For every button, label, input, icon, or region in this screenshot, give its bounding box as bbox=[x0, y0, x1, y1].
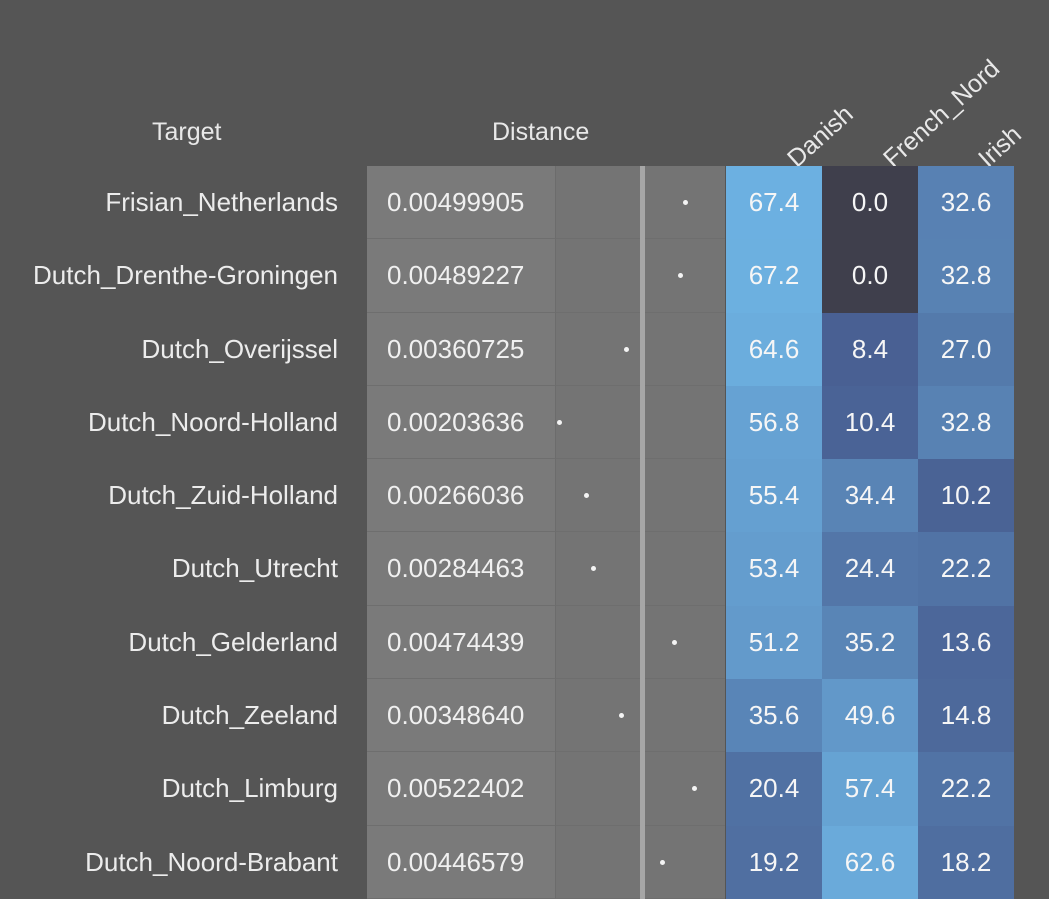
heat-cell-french-nord: 8.4 bbox=[822, 312, 918, 386]
heat-cell-danish: 51.2 bbox=[726, 605, 822, 680]
distance-value: 0.00474439 bbox=[387, 626, 525, 657]
distance-cell: 0.00446579 bbox=[367, 825, 555, 899]
column-header-danish: Danish bbox=[782, 99, 859, 173]
distance-value: 0.00348640 bbox=[387, 700, 525, 731]
distance-header: Distance bbox=[492, 118, 590, 146]
table-row: Dutch_Overijssel 0.00360725 64.6 8.4 27.0 bbox=[0, 312, 1049, 386]
heat-cell-irish: 10.2 bbox=[918, 459, 1014, 533]
heat-cell-irish: 18.2 bbox=[918, 825, 1014, 899]
distance-value: 0.00489227 bbox=[387, 260, 525, 291]
heat-cell-danish: 67.4 bbox=[726, 166, 822, 240]
distance-value: 0.00446579 bbox=[387, 846, 525, 877]
heat-cell-irish: 14.8 bbox=[918, 679, 1014, 753]
heat-cell-french-nord: 0.0 bbox=[822, 166, 918, 240]
heat-cell-irish: 32.6 bbox=[918, 166, 1014, 240]
heat-cell-french-nord: 10.4 bbox=[822, 385, 918, 460]
distance-cell: 0.00284463 bbox=[367, 532, 555, 606]
heat-cell-irish: 22.2 bbox=[918, 532, 1014, 606]
heat-cell-danish: 19.2 bbox=[726, 825, 822, 899]
target-name: Dutch_Drenthe-Groningen bbox=[33, 260, 338, 291]
distance-cell: 0.00474439 bbox=[367, 605, 555, 680]
heat-cell-french-nord: 62.6 bbox=[822, 825, 918, 899]
table-row: Dutch_Zuid-Holland 0.00266036 55.4 34.4 10.2 bbox=[0, 459, 1049, 533]
distance-dot bbox=[682, 200, 688, 205]
heat-cell-danish: 56.8 bbox=[726, 385, 822, 460]
distance-cell: 0.00522402 bbox=[367, 752, 555, 826]
distance-cell: 0.00203636 bbox=[367, 385, 555, 460]
distance-cell: 0.00499905 bbox=[367, 166, 555, 240]
distance-value: 0.00284463 bbox=[387, 553, 525, 584]
distance-dot bbox=[671, 639, 677, 645]
table-row: Dutch_Limburg 0.00522402 20.4 57.4 22.2 bbox=[0, 752, 1049, 826]
heat-cell-french-nord: 35.2 bbox=[822, 605, 918, 680]
heat-cell-irish: 13.6 bbox=[918, 605, 1014, 680]
heat-cell-irish: 32.8 bbox=[918, 385, 1014, 460]
target-name: Dutch_Gelderland bbox=[128, 626, 338, 657]
heat-cell-french-nord: 24.4 bbox=[822, 532, 918, 606]
heat-cell-french-nord: 0.0 bbox=[822, 239, 918, 313]
distance-dot bbox=[660, 859, 666, 865]
target-name: Dutch_Overijssel bbox=[141, 333, 338, 364]
target-name: Dutch_Zeeland bbox=[161, 700, 338, 731]
heat-cell-danish: 55.4 bbox=[726, 459, 822, 533]
heat-cell-irish: 32.8 bbox=[918, 239, 1014, 313]
distance-cell: 0.00266036 bbox=[367, 459, 555, 533]
distance-cell: 0.00360725 bbox=[367, 312, 555, 386]
target-name: Dutch_Noord-Brabant bbox=[85, 846, 338, 877]
results-table: Frisian_Netherlands 0.00499905 67.4 0.0 32.6… bbox=[0, 166, 1049, 899]
distance-value: 0.00522402 bbox=[387, 773, 525, 804]
table-row: Dutch_Gelderland 0.00474439 51.2 35.2 13.6 bbox=[0, 605, 1049, 680]
table-row: Dutch_Zeeland 0.00348640 35.6 49.6 14.8 bbox=[0, 679, 1049, 753]
heat-cell-french-nord: 34.4 bbox=[822, 459, 918, 533]
distance-cell: 0.00348640 bbox=[367, 679, 555, 753]
heat-cell-danish: 20.4 bbox=[726, 752, 822, 826]
distance-dot bbox=[678, 273, 684, 279]
table-row: Dutch_Utrecht 0.00284463 53.4 24.4 22.2 bbox=[0, 532, 1049, 606]
heat-cell-danish: 64.6 bbox=[726, 312, 822, 386]
distance-dot bbox=[591, 566, 597, 572]
heat-cell-danish: 35.6 bbox=[726, 679, 822, 753]
heat-cell-french-nord: 57.4 bbox=[822, 752, 918, 826]
table-row: Dutch_Drenthe-Groningen 0.00489227 67.2 0.0… bbox=[0, 239, 1049, 313]
distance-cell: 0.00489227 bbox=[367, 239, 555, 313]
table-row: Dutch_Noord-Brabant 0.00446579 19.2 62.6 18.… bbox=[0, 825, 1049, 899]
heat-cell-danish: 67.2 bbox=[726, 239, 822, 313]
distance-dot bbox=[618, 713, 624, 719]
target-name: Frisian_Netherlands bbox=[105, 187, 338, 217]
distance-dot bbox=[557, 419, 563, 425]
distance-dot bbox=[692, 786, 698, 792]
target-name: Dutch_Zuid-Holland bbox=[108, 480, 338, 511]
heat-cell-danish: 53.4 bbox=[726, 532, 822, 606]
distance-value: 0.00360725 bbox=[387, 333, 525, 364]
distance-dot bbox=[583, 493, 589, 499]
heat-cell-irish: 27.0 bbox=[918, 312, 1014, 386]
heat-cell-irish: 22.2 bbox=[918, 752, 1014, 826]
target-name: Dutch_Utrecht bbox=[171, 553, 338, 584]
target-name: Dutch_Limburg bbox=[161, 773, 338, 804]
distance-value: 0.00203636 bbox=[387, 406, 525, 437]
target-header: Target bbox=[152, 118, 222, 146]
table-row: Frisian_Netherlands 0.00499905 67.4 0.0 32.6 bbox=[0, 166, 1049, 240]
target-name: Dutch_Noord-Holland bbox=[87, 406, 338, 437]
distance-value: 0.00266036 bbox=[387, 480, 525, 511]
table-row: Dutch_Noord-Holland 0.00203636 56.8 10.4 32.… bbox=[0, 385, 1049, 460]
distance-dot bbox=[623, 346, 629, 352]
distance-reference-line bbox=[640, 166, 645, 899]
heat-cell-french-nord: 49.6 bbox=[822, 679, 918, 753]
distance-value: 0.00499905 bbox=[387, 187, 525, 217]
